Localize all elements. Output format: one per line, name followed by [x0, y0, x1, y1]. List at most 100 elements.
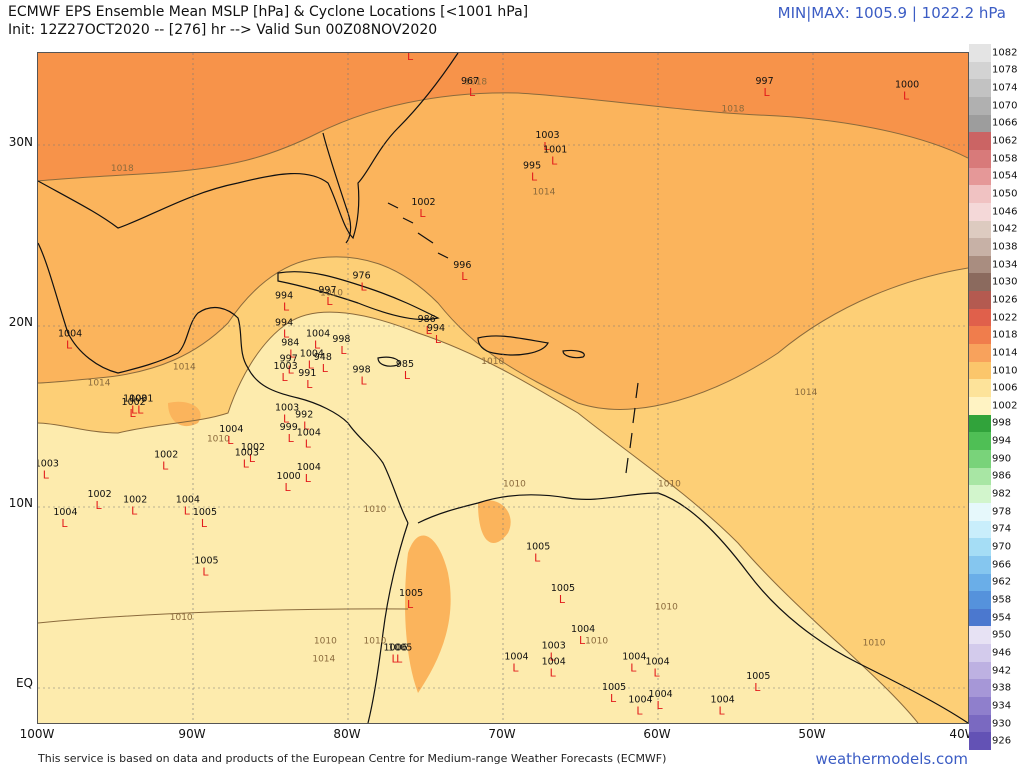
colorbar-segment — [969, 326, 991, 345]
low-l-icon: L — [249, 452, 256, 465]
low-l-icon: L — [392, 652, 399, 665]
colorbar-label: 1062 — [992, 135, 1018, 147]
low-pressure-value: 1005 — [551, 583, 575, 594]
low-l-icon: L — [610, 692, 617, 705]
low-pressure-value: 1000 — [277, 471, 301, 482]
south-america-west-coast — [367, 522, 409, 723]
isobar-labels: 1018 1018 1018 1014 1014 1014 1014 1014 1010 1010… — [88, 78, 886, 665]
low-pressure-value: 984 — [281, 337, 299, 348]
map-panel: 1018 1018 1018 1014 1014 1014 1014 1014 1010 1010… — [37, 52, 969, 724]
low-pressure-value: 1004 — [645, 657, 669, 668]
isobar-label: 1014 — [532, 188, 555, 198]
low-l-icon: L — [162, 459, 169, 472]
colorbar-label: 1058 — [992, 153, 1018, 165]
low-l-icon: L — [579, 634, 586, 647]
isobar-label: 1010 — [207, 435, 230, 445]
colorbar-segment — [969, 220, 991, 239]
low-l-icon: L — [243, 457, 250, 470]
isobar-label: 1010 — [655, 602, 678, 612]
colorbar-segment — [969, 714, 991, 733]
low-pressure-value: 1004 — [53, 507, 77, 518]
colorbar-segment — [969, 255, 991, 274]
low-pressure-value: 1003 — [273, 361, 297, 372]
colorbar-segment — [969, 485, 991, 504]
isobar-label: 1010 — [320, 289, 343, 299]
jamaica — [377, 356, 400, 367]
low-pressure-value: 1004 — [297, 428, 321, 439]
colorbar-segment — [969, 149, 991, 169]
colorbar-label: 962 — [992, 576, 1012, 588]
low-l-icon: L — [653, 667, 660, 680]
low-pressure-value: 1005 — [399, 588, 423, 599]
isobar-label: 1010 — [503, 480, 526, 490]
colorbar-label: 1082 — [992, 47, 1018, 59]
low-pressure-value: 1002 — [411, 197, 435, 208]
coastlines — [38, 53, 968, 723]
low-l-icon: L — [130, 407, 137, 420]
low-l-icon: L — [227, 434, 234, 447]
isobar-label: 1010 — [585, 637, 608, 647]
colorbar-segment — [969, 467, 991, 486]
low-l-icon: L — [326, 295, 333, 308]
cyclone-markers: 1003L967L997L1000L1003L1001L995L1002L996… — [38, 53, 919, 718]
low-pressure-value: 999 — [280, 422, 298, 433]
low-pressure-value: 1004 — [306, 328, 330, 339]
colorbar-label: 934 — [992, 700, 1012, 712]
low-l-icon: L — [512, 661, 519, 674]
low-pressure-value: 1001 — [129, 393, 153, 404]
isobar-label: 1018 — [722, 105, 745, 115]
colorbar-label: 1038 — [992, 241, 1018, 253]
min-max-readout: MIN|MAX: 1005.9 | 1022.2 hPa — [777, 4, 1006, 22]
low-pressure-value: 1000 — [895, 80, 919, 91]
low-pressure-value: 1005 — [194, 556, 218, 567]
isobar-label: 1010 — [364, 637, 387, 647]
colorbar-label: 954 — [992, 612, 1012, 624]
isobar-label: 1014 — [312, 655, 335, 665]
brand-link[interactable]: weathermodels.com — [815, 750, 968, 768]
low-pressure-value: 996 — [453, 260, 471, 271]
low-pressure-value: 1004 — [300, 348, 324, 359]
low-l-icon: L — [288, 432, 295, 445]
colorbar-segment — [969, 291, 991, 310]
low-l-icon: L — [534, 551, 541, 564]
colorbar-label: 930 — [992, 718, 1012, 730]
colorbar-segment — [969, 608, 991, 627]
colorbar-segment — [969, 96, 991, 116]
low-pressure-value: 1006 — [384, 642, 408, 653]
band-1018-plus — [38, 53, 968, 181]
low-pressure-value: 994 — [275, 291, 293, 302]
low-pressure-value: 997 — [756, 76, 774, 87]
low-l-icon: L — [131, 504, 138, 517]
colorbar-segment — [969, 432, 991, 451]
colorbar-segment — [969, 697, 991, 716]
colorbar-segment — [969, 397, 991, 416]
low-l-icon: L — [305, 438, 312, 451]
colorbar-segment — [969, 79, 991, 98]
low-pressure-value: 1002 — [87, 489, 111, 500]
colorbar-label: 1002 — [992, 400, 1018, 412]
colorbar-segment — [969, 573, 991, 592]
low-l-icon: L — [469, 86, 476, 99]
lon-tick-label: 80W — [333, 727, 361, 741]
colorbar-label: 990 — [992, 453, 1012, 465]
colorbar-segment — [969, 61, 991, 80]
colorbar-segment — [969, 414, 991, 433]
low-l-icon: L — [543, 140, 550, 153]
